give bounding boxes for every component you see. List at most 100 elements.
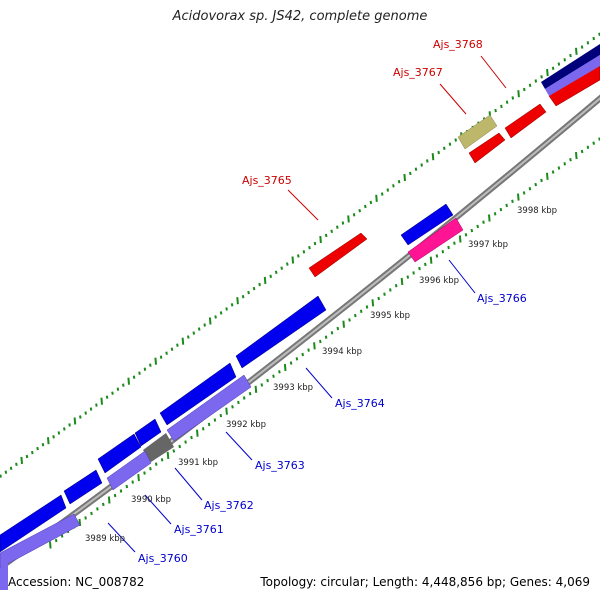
scale-tick bbox=[375, 194, 378, 202]
scale-tick bbox=[414, 167, 418, 171]
gene-ajs-3763-misc[interactable] bbox=[166, 374, 252, 442]
scale-tick bbox=[84, 516, 87, 520]
scale-tick bbox=[420, 163, 423, 167]
scale-tick bbox=[380, 192, 384, 196]
scale-tick bbox=[196, 429, 199, 437]
scale-tick bbox=[15, 462, 18, 466]
kbp-label: 3992 kbp bbox=[226, 420, 266, 430]
gene-ajs-3759[interactable] bbox=[0, 494, 67, 553]
scale-tick bbox=[369, 200, 373, 205]
scale-tick bbox=[551, 66, 555, 70]
gene-ajs-3762-misc[interactable] bbox=[143, 433, 174, 462]
gene-label: Ajs_3763 bbox=[255, 459, 305, 472]
scale-tick bbox=[365, 305, 369, 309]
scale-tick bbox=[505, 100, 509, 104]
scale-tick bbox=[125, 484, 129, 489]
scale-tick bbox=[154, 357, 157, 365]
scale-tick bbox=[260, 383, 264, 387]
scale-tick bbox=[386, 188, 390, 192]
scale-tick bbox=[236, 297, 239, 305]
scale-tick bbox=[138, 371, 141, 375]
scale-tick bbox=[586, 41, 590, 45]
scale-tick bbox=[523, 87, 526, 92]
scale-tick bbox=[230, 303, 234, 307]
scale-tick bbox=[248, 392, 252, 396]
kbp-label: 3991 kbp bbox=[178, 458, 218, 468]
scale-tick bbox=[406, 275, 410, 279]
gene-ajs-3762[interactable] bbox=[134, 418, 162, 447]
scale-tick bbox=[187, 335, 190, 339]
gene-ajs-3761-misc[interactable] bbox=[106, 450, 152, 491]
scale-tick bbox=[447, 245, 450, 250]
scale-tick bbox=[307, 348, 310, 352]
scale-tick bbox=[482, 220, 485, 224]
scale-tick bbox=[149, 363, 152, 367]
scale-tick bbox=[342, 320, 345, 328]
scale-tick bbox=[192, 331, 196, 335]
gene-ajs-3763[interactable] bbox=[159, 362, 237, 426]
scale-tick bbox=[551, 170, 555, 174]
scale-tick bbox=[437, 150, 440, 155]
scale-tick bbox=[263, 276, 267, 284]
scale-tick bbox=[127, 377, 130, 385]
gene-ajs-3766[interactable] bbox=[400, 203, 454, 246]
kbp-label-group: 3989 kbp 3990 kbp 3991 kbp 3992 kbp 3993… bbox=[85, 206, 557, 544]
genome-summary-text: Topology: circular; Length: 4,448,856 bp… bbox=[260, 575, 590, 589]
scale-tick bbox=[132, 375, 136, 379]
scale-tick bbox=[214, 315, 217, 319]
scale-tick bbox=[301, 352, 304, 357]
reverse-genes bbox=[0, 203, 464, 590]
scale-tick bbox=[95, 403, 98, 407]
scale-tick bbox=[203, 323, 206, 327]
scale-tick bbox=[400, 277, 404, 285]
scale-tick bbox=[225, 307, 228, 311]
scale-tick bbox=[252, 286, 256, 291]
scale-tick bbox=[336, 326, 340, 331]
gene-ajs-3760[interactable] bbox=[63, 469, 103, 505]
scale-tick bbox=[84, 411, 87, 415]
scale-tick bbox=[540, 178, 543, 183]
gene-label: Ajs_3762 bbox=[204, 499, 254, 512]
scale-tick bbox=[197, 327, 201, 331]
inner-tick-row bbox=[49, 137, 600, 549]
scale-tick bbox=[143, 471, 146, 475]
scale-tick bbox=[219, 311, 223, 315]
kbp-label: 3998 kbp bbox=[517, 206, 557, 216]
gene-ajs-3767-cds[interactable] bbox=[468, 132, 506, 164]
scale-tick bbox=[563, 58, 566, 62]
scale-tick bbox=[280, 266, 283, 270]
scale-tick bbox=[36, 446, 39, 451]
gene-ajs-3759-misc[interactable] bbox=[0, 513, 81, 569]
scale-tick bbox=[403, 173, 406, 182]
gene-ajs-3766-misc[interactable] bbox=[407, 217, 464, 263]
scale-tick bbox=[517, 90, 520, 98]
scale-tick bbox=[563, 162, 566, 166]
gene-ajs-3767-misc[interactable] bbox=[457, 114, 498, 150]
scale-tick bbox=[242, 396, 246, 400]
gene-ajs-3761[interactable] bbox=[97, 433, 142, 474]
scale-tick bbox=[476, 224, 479, 229]
scale-tick bbox=[493, 212, 497, 216]
scale-tick bbox=[397, 180, 401, 184]
scale-tick bbox=[505, 203, 508, 208]
scale-tick bbox=[580, 45, 584, 49]
scale-tick bbox=[557, 62, 561, 66]
gene-label: Ajs_3765 bbox=[242, 174, 292, 187]
gene-ajs-3767b[interactable] bbox=[504, 103, 547, 139]
scale-tick bbox=[247, 290, 250, 295]
gene-ajs-3764[interactable] bbox=[235, 295, 327, 369]
scale-tick bbox=[289, 361, 293, 365]
gene-ajs-3765[interactable] bbox=[308, 232, 368, 278]
gene-ajs-3768-dark[interactable] bbox=[541, 44, 600, 89]
scale-tick bbox=[431, 153, 435, 161]
scale-tick bbox=[113, 493, 117, 498]
genome-backbone-highlight bbox=[0, 97, 600, 570]
scale-tick bbox=[111, 391, 114, 395]
scale-tick bbox=[149, 467, 152, 471]
gene-edge-misc[interactable] bbox=[0, 563, 8, 590]
gene-ajs-3768-light[interactable] bbox=[545, 55, 600, 96]
scale-tick bbox=[89, 407, 93, 411]
scale-tick bbox=[302, 250, 306, 254]
scale-tick bbox=[511, 96, 515, 100]
scale-tick bbox=[575, 47, 578, 55]
